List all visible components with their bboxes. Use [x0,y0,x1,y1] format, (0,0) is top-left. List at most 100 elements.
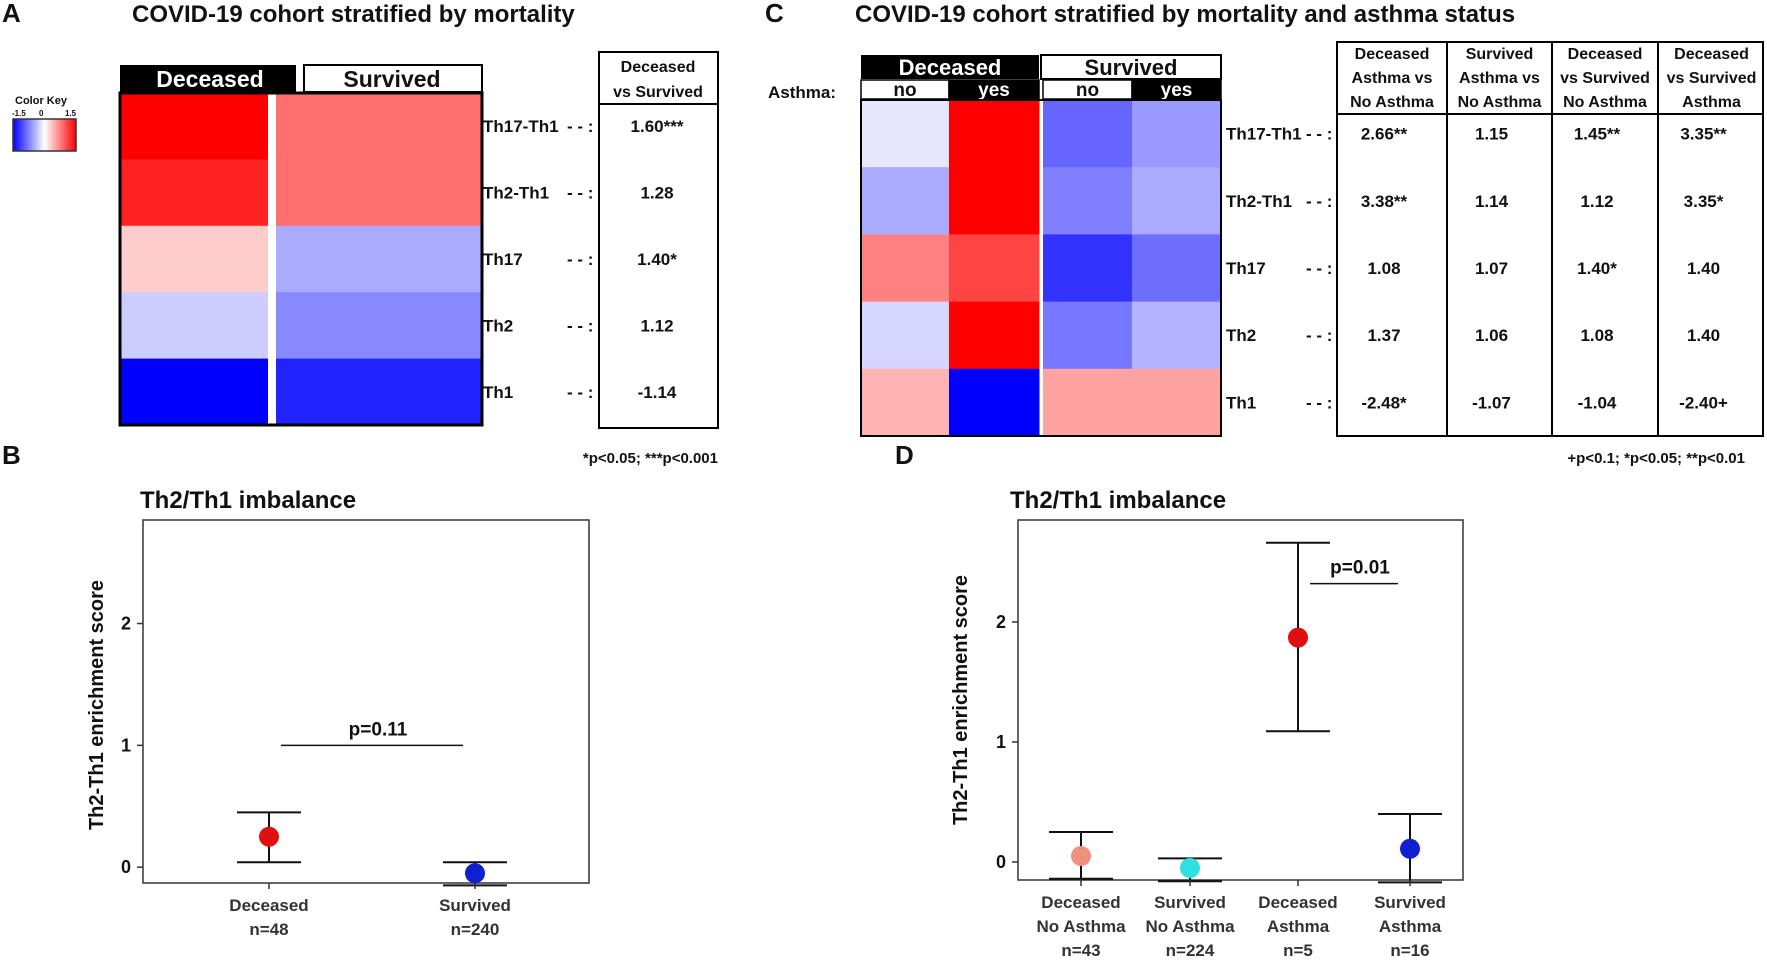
table-c-cell: 1.15 [1475,125,1508,144]
table-a-header-line2: vs Survived [613,84,703,101]
heatmap-a-cell [120,93,268,160]
table-c-header-line: vs Survived [1667,70,1757,87]
heatmap-c-group-survived-label: Survived [1085,55,1178,80]
plot-d-ytick-label: 2 [996,612,1006,632]
table-c-cell: 1.08 [1367,259,1400,278]
heatmap-c-row-labels: Th17-Th1- - :Th2-Th1- - :Th17- - :Th2- -… [1226,125,1332,413]
plot-d-mean-point [1288,627,1308,648]
heatmap-c-cells [861,100,1222,437]
heatmap-c-subgroup-label: yes [978,80,1010,101]
plot-d-category-label: No Asthma [1036,917,1126,936]
table-c-frame [1336,41,1764,437]
panel-b-title: Th2/Th1 imbalance [140,487,356,514]
plot-d-axes-frame [1017,519,1464,881]
color-key-tick-high: 1.5 [65,109,77,118]
table-c-cell: -1.07 [1472,393,1511,412]
table-c-header-line: Asthma vs [1352,70,1433,87]
heatmap-c-subgroups: no yes no yes [860,79,1222,101]
heatmap-c-cell [1132,167,1222,235]
table-a-header-line1: Deceased [621,59,696,76]
heatmap-c-cell [949,100,1040,168]
table-c-cell: 3.35* [1684,192,1724,211]
heatmap-a-cell [120,159,268,227]
heatmap-c-row-dash: - - : [1306,259,1332,278]
heatmap-a-row-dash: - - : [567,250,593,269]
plot-d-ytick-label: 1 [996,732,1006,752]
heatmap-a-header-survived-label: Survived [343,66,440,92]
panel-label-a: A [2,0,21,28]
heatmap-c-row-label: Th17-Th1 [1226,125,1302,144]
panel-a-footnote: *p<0.05; ***p<0.001 [583,450,718,467]
table-a-cell: 1.40* [637,250,677,269]
panel-a-title: COVID-19 cohort stratified by mortality [132,1,575,28]
table-c-header-line: Survived [1466,46,1534,63]
plot-d-category-label: Survived [1154,893,1226,912]
panel-d-plot: 0 1 2 Th2-Th1 enrichment score Deceased No As… [950,519,1464,960]
heatmap-c-group-deceased-label: Deceased [899,55,1002,80]
heatmap-c-cell [949,167,1040,235]
table-a-cell: 1.60*** [631,117,684,136]
heatmap-a-header-deceased [120,65,296,92]
heatmap-c-border [860,99,1222,437]
table-c-header-line: Asthma [1682,94,1741,111]
table-a-cell: 1.28 [640,184,673,203]
color-key-tick-low: -1.5 [12,109,26,118]
heatmap-a-cells [120,93,482,426]
table-c-cell: 2.66** [1361,125,1408,144]
panel-a: Deceased Survived Th17-Th1 - - : Th2-Th1 - … [118,51,719,467]
panel-label-d: D [895,440,914,470]
plot-b-ytick-label: 1 [121,735,131,755]
table-c-cell: 3.38** [1361,192,1408,211]
heatmap-a-cell [120,292,268,360]
table-c-header-line: Asthma vs [1459,70,1540,87]
heatmap-a-cell [276,358,482,426]
color-key-tick-mid: 0 [39,109,44,118]
plot-b-axes-frame [142,519,590,884]
plot-d-category-label: No Asthma [1145,917,1235,936]
table-c-cell: 1.08 [1580,326,1613,345]
table-c-cell: 1.40* [1577,259,1617,278]
plot-d-ytick-label: 0 [996,852,1006,872]
table-a-cell: -1.14 [638,383,677,402]
heatmap-c-row-label: Th2 [1226,326,1256,345]
heatmap-a-cell [276,93,482,160]
heatmap-c-cell [861,100,950,168]
plot-d-mean-point [1180,858,1200,878]
table-c-header-line: No Asthma [1350,94,1434,111]
heatmap-a-cell [276,292,482,360]
plot-b-mean-point [259,826,279,847]
heatmap-c-cell [949,234,1040,303]
heatmap-c-group-deceased [861,55,1039,79]
heatmap-c-cell [1132,368,1222,437]
color-key-gradient [12,118,77,152]
heatmap-a-row-labels: Th17-Th1 - - : Th2-Th1 - - : Th17 - - : Th2 - -… [483,117,593,402]
heatmap-c-subgroup-label: no [1076,80,1099,101]
heatmap-a-row-label: Th17-Th1 [483,117,559,136]
heatmap-a-row-label: Th17 [483,250,523,269]
table-a-cells: 1.60*** 1.28 1.40* 1.12 -1.14 [631,117,684,402]
panel-label-b: B [2,440,21,470]
heatmap-c-row-dash: - - : [1306,326,1332,345]
plot-b-category-label: n=240 [451,920,500,939]
heatmap-c-cell [1043,368,1133,437]
heatmap-c-row-dash: - - : [1306,192,1332,211]
table-c-header-line: vs Survived [1560,70,1650,87]
table-c-cell: 1.40 [1687,326,1720,345]
panel-c: Deceased Survived Asthma: no yes no yes Th1… [768,41,1764,467]
heatmap-c-cell [1132,100,1222,168]
plot-d-category-label: n=5 [1283,941,1313,960]
plot-b-ytick-label: 0 [121,857,131,877]
table-c-cell: 1.37 [1367,326,1400,345]
heatmap-a-cell [276,159,482,227]
heatmap-c-subgroup-label: no [893,80,916,101]
plot-d-mean-point [1400,838,1420,859]
heatmap-c-cell [1043,301,1133,370]
color-key-title: Color Key [15,95,68,107]
heatmap-c-cell [861,368,950,437]
table-a-cell: 1.12 [640,316,673,335]
plot-d-mean-point [1071,846,1091,866]
plot-d-category-label: n=16 [1390,941,1429,960]
heatmap-c-row-label: Th17 [1226,259,1266,278]
heatmap-c-cell [949,368,1040,437]
